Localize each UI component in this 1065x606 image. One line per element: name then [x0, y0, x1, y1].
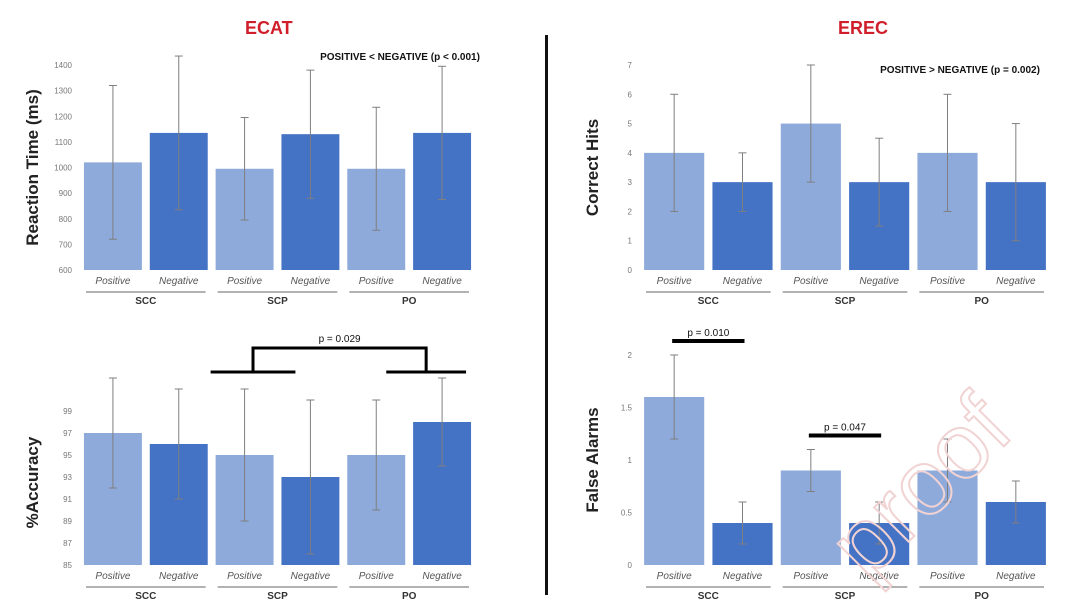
y-axis-label: False Alarms	[583, 407, 602, 512]
y-tick-label: 700	[59, 240, 73, 249]
y-tick-label: 1400	[54, 61, 72, 70]
chart-1: 0 1 2 3 4 5 6 7 Correct Hits Positive Negative Posi…	[583, 61, 1046, 307]
y-tick-label: 0	[628, 561, 633, 570]
category-label: Positive	[95, 276, 130, 287]
category-label: Positive	[359, 276, 394, 287]
y-tick-label: 1200	[54, 112, 72, 121]
bracket-label: p = 0.029	[319, 334, 361, 345]
y-tick-label: 0.5	[621, 509, 633, 518]
category-label: Negative	[996, 276, 1036, 287]
group-label: PO	[974, 296, 989, 307]
chart-0: 600 700 800 900 1000 1100 1200 1300 1400 Reaction…	[23, 52, 480, 307]
y-tick-label: 1300	[54, 87, 72, 96]
y-tick-label: 1	[628, 237, 633, 246]
significance-annotation: POSITIVE > NEGATIVE (p = 0.002)	[880, 65, 1040, 76]
bracket-label: p = 0.010	[687, 328, 729, 339]
bracket-connector	[251, 346, 428, 372]
y-tick-label: 2	[628, 351, 633, 360]
group-label: SCP	[267, 296, 288, 307]
y-axis-label: Correct Hits	[583, 119, 602, 216]
y-tick-label: 1.5	[621, 404, 633, 413]
chart-3: 0 0.5 1 1.5 2 False Alarms Positive Negative Pos…	[583, 328, 1046, 602]
ecat-title: ECAT	[245, 18, 293, 38]
y-tick-label: 4	[628, 149, 633, 158]
y-tick-label: 85	[63, 561, 72, 570]
group-label: SCC	[698, 591, 719, 602]
category-label: Negative	[859, 571, 899, 582]
y-tick-label: 95	[63, 451, 72, 460]
category-label: Positive	[793, 276, 828, 287]
erec-title: EREC	[838, 18, 889, 38]
y-tick-label: 6	[628, 90, 633, 99]
y-tick-label: 7	[628, 61, 633, 70]
category-label: Positive	[930, 276, 965, 287]
significance-annotation: POSITIVE < NEGATIVE (p < 0.001)	[320, 52, 480, 63]
group-label: SCC	[135, 591, 156, 602]
category-label: Positive	[657, 571, 692, 582]
y-tick-label: 5	[628, 120, 633, 129]
y-tick-label: 2	[628, 207, 633, 216]
group-label: PO	[402, 296, 417, 307]
y-tick-label: 87	[63, 539, 72, 548]
category-label: Positive	[657, 276, 692, 287]
y-tick-label: 0	[628, 266, 633, 275]
category-label: Positive	[95, 571, 130, 582]
category-label: Positive	[227, 276, 262, 287]
category-label: Positive	[227, 571, 262, 582]
group-label: PO	[402, 591, 417, 602]
category-label: Positive	[793, 571, 828, 582]
panel-divider	[545, 35, 548, 595]
bracket-label: p = 0.047	[824, 423, 866, 434]
y-tick-label: 1100	[55, 138, 73, 147]
y-axis-label: Reaction Time (ms)	[23, 89, 42, 246]
category-label: Negative	[159, 276, 199, 287]
y-tick-label: 97	[63, 429, 72, 438]
group-label: SCC	[698, 296, 719, 307]
y-tick-label: 89	[63, 517, 72, 526]
y-axis-label: %Accuracy	[23, 436, 42, 528]
category-label: Negative	[422, 276, 462, 287]
y-tick-label: 93	[63, 473, 72, 482]
category-label: Negative	[291, 571, 331, 582]
category-label: Negative	[723, 571, 763, 582]
group-label: SCC	[135, 296, 156, 307]
y-tick-label: 1	[628, 456, 633, 465]
y-tick-label: 600	[59, 266, 73, 275]
category-label: Negative	[291, 276, 331, 287]
chart-2: 85 87 89 91 93 95 97 99 %Accuracy Positive Negativ…	[23, 334, 472, 602]
category-label: Negative	[723, 276, 763, 287]
y-tick-label: 1000	[54, 164, 72, 173]
category-label: Positive	[930, 571, 965, 582]
group-label: SCP	[835, 591, 856, 602]
y-tick-label: 900	[59, 189, 73, 198]
group-label: PO	[974, 591, 989, 602]
group-label: SCP	[267, 591, 288, 602]
y-tick-label: 91	[63, 495, 72, 504]
category-label: Negative	[859, 276, 899, 287]
y-tick-label: 99	[63, 407, 72, 416]
y-tick-label: 3	[628, 178, 633, 187]
category-label: Negative	[422, 571, 462, 582]
category-label: Negative	[159, 571, 199, 582]
category-label: Positive	[359, 571, 394, 582]
category-label: Negative	[996, 571, 1036, 582]
y-tick-label: 800	[59, 215, 73, 224]
group-label: SCP	[835, 296, 856, 307]
